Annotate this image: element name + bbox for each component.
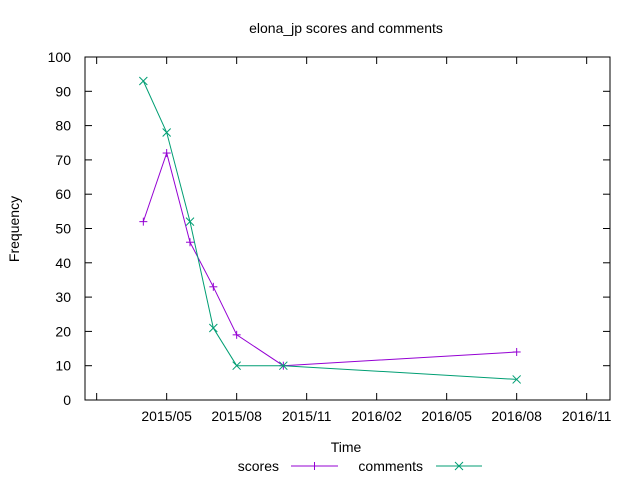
data-point-scores: [209, 282, 218, 291]
y-tick-label: 40: [55, 255, 71, 271]
series-layer: [138, 76, 522, 384]
x-tick-label: 2015/08: [211, 408, 262, 424]
data-point-comments: [138, 76, 148, 86]
legend-label-scores: scores: [238, 458, 279, 474]
data-point-scores: [512, 347, 521, 356]
legend-marker-comments-stroke: [454, 461, 464, 471]
x-tick-label: 2016/08: [491, 408, 542, 424]
x-tick-label: 2016/05: [421, 408, 472, 424]
series-line-scores: [142, 151, 517, 367]
data-point-scores: [139, 217, 148, 226]
series-scores: [139, 149, 521, 370]
legend-marker-comments: [454, 461, 464, 471]
y-tick-label: 0: [63, 392, 71, 408]
series-line-comments: [142, 80, 517, 380]
data-point-comments: [162, 128, 172, 137]
data-point-comments-stroke: [185, 217, 195, 226]
y-tick-label: 70: [55, 152, 71, 168]
data-point-comments-stroke: [162, 128, 172, 137]
legend-marker-scores: [310, 462, 319, 470]
data-point-scores: [186, 238, 194, 247]
data-point-comments: [185, 217, 195, 226]
x-tick-label: 2016/11: [562, 408, 612, 424]
y-tick-label: 90: [55, 83, 71, 99]
y-tick-label: 80: [55, 118, 71, 134]
data-point-comments-stroke: [232, 361, 242, 371]
y-tick-label: 20: [55, 323, 71, 339]
data-point-comments: [232, 361, 242, 371]
chart-title: elona_jp scores and comments: [249, 20, 443, 36]
plot-frame: [84, 56, 611, 401]
x-tick-label: 2015/05: [141, 408, 192, 424]
y-tick-label: 60: [55, 186, 71, 202]
data-point-comments-stroke: [138, 76, 148, 86]
y-axis-label: Frequency: [6, 196, 22, 262]
data-point-comments-stroke: [208, 323, 218, 333]
axes: 0 10 20 30 40 50 60 70 80 90 100 2015/05 2015/08 2015…: [48, 49, 612, 424]
data-point-comments: [208, 323, 218, 333]
data-point-comments-stroke: [512, 375, 522, 384]
x-tick-label: 2015/11: [282, 408, 332, 424]
x-tick-label: 2016/02: [351, 408, 402, 424]
legend: scores comments: [238, 458, 482, 474]
series-comments: [138, 76, 522, 384]
data-point-scores: [162, 149, 171, 158]
y-tick-label: 30: [55, 289, 71, 305]
data-point-comments: [278, 361, 288, 371]
data-point-scores: [232, 330, 241, 339]
data-point-comments: [512, 375, 522, 384]
x-axis-label: Time: [331, 439, 362, 455]
legend-label-comments: comments: [358, 458, 423, 474]
y-tick-label: 10: [55, 358, 71, 374]
y-tick-label: 50: [55, 221, 71, 237]
y-tick-label: 100: [48, 49, 72, 65]
data-point-comments-stroke: [278, 361, 288, 371]
